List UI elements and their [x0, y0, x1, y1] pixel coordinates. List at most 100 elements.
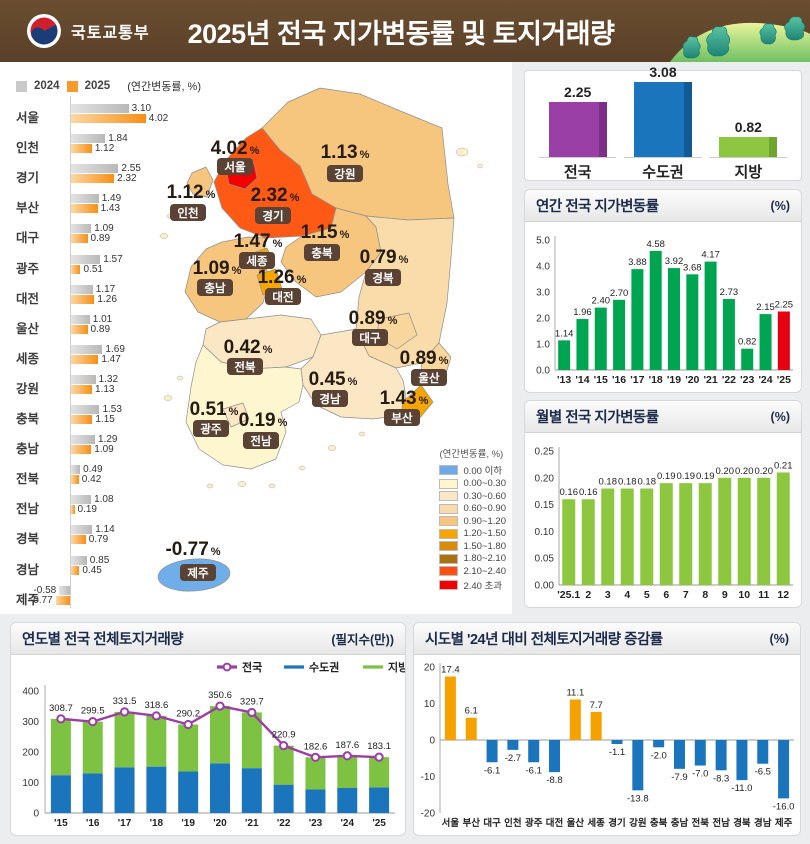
- map-value-경기: 2.32%: [251, 185, 300, 206]
- page-title: 2025년 전국 지가변동률 및 토지거래량: [187, 18, 615, 49]
- svg-text:5: 5: [644, 589, 650, 601]
- summary-label: 수도권: [642, 164, 684, 181]
- bar-'14: [576, 319, 589, 370]
- svg-text:광주: 광주: [200, 423, 222, 436]
- map-legend-item: 1.50~1.80: [439, 541, 506, 552]
- bar-대구: [486, 740, 498, 763]
- baseline: [539, 157, 617, 158]
- svg-text:경남: 경남: [754, 817, 772, 829]
- map-badge-대전: [265, 288, 301, 305]
- bar-'15: [594, 307, 607, 370]
- svg-text:인천: 인천: [504, 818, 521, 829]
- bar-서울: [444, 676, 456, 740]
- svg-text:3.68: 3.68: [683, 262, 702, 273]
- svg-text:187.6: 187.6: [335, 740, 359, 751]
- bar-강원: [632, 740, 644, 791]
- svg-text:'17: '17: [630, 374, 644, 386]
- value-bar: [71, 294, 95, 304]
- bar-value-label: 4.02: [148, 113, 169, 124]
- summary-col-수도권: 3.08 수도권: [620, 64, 705, 181]
- value-bar: [71, 164, 119, 174]
- map-badge-서울: [217, 158, 253, 175]
- bar-'16: [613, 299, 626, 370]
- summary-chart-card: 2.25 전국 3.08 수도권 0.82 지방: [524, 64, 802, 181]
- svg-text:'22: '22: [722, 374, 736, 386]
- value-bar: [71, 224, 92, 234]
- bar-value-label: 1.53: [102, 404, 122, 415]
- bar-'17: [631, 269, 644, 370]
- svg-text:-11.0: -11.0: [731, 783, 752, 794]
- svg-text:대구: 대구: [359, 331, 381, 345]
- bar-'19: [668, 268, 680, 370]
- island-dot: [455, 147, 469, 157]
- svg-text:전남: 전남: [712, 817, 730, 829]
- volume-panel: 연도별 전국 전체토지거래량 (필지수(만)) 0 100 200 300 400 '15…: [10, 622, 406, 836]
- baseline: [624, 157, 702, 158]
- svg-text:-8.3: -8.3: [713, 773, 729, 784]
- map-legend-label: 1.20~1.50: [463, 528, 506, 539]
- map-legend-item: 0.60~0.90: [439, 503, 506, 514]
- bar-value-label: -0.58: [33, 584, 57, 596]
- svg-text:1.96: 1.96: [573, 307, 592, 318]
- svg-text:2.40: 2.40: [592, 296, 611, 307]
- svg-text:'22: '22: [277, 818, 291, 829]
- svg-text:9: 9: [722, 589, 728, 601]
- svg-text:0.05: 0.05: [535, 554, 555, 565]
- summary-col-지방: 0.82 지방: [706, 81, 791, 181]
- bar-전남: [715, 740, 727, 771]
- volume-panel-title: 연도별 전국 전체토지거래량: [22, 632, 184, 648]
- region-label: 전북: [16, 472, 40, 487]
- bar-local-'20: [210, 706, 230, 764]
- bar-value-label: 1.29: [97, 434, 118, 446]
- summary-col-전국: 2.25 전국: [535, 81, 620, 181]
- bar-value-label: 0.79: [88, 534, 109, 546]
- volume-legend-전국: 전국: [242, 660, 262, 674]
- svg-text:4.58: 4.58: [646, 239, 665, 250]
- bar-local-'17: [114, 711, 135, 768]
- svg-text:충남: 충남: [671, 817, 689, 829]
- annual-change-panel: 연간 전국 지가변동률 (%) 0.0 1.0 2.0 3.0 4.0 5.0 1.14 '1…: [524, 189, 802, 393]
- sido-panel-title: 시도별 '24년 대비 전체토지거래량 증감률: [425, 632, 663, 648]
- volume-stacked-chart: 0 100 200 300 400 '15 '16 '17 '18 '19 '20 '21 '22 '23…: [22, 660, 405, 829]
- svg-text:대전: 대전: [272, 290, 293, 304]
- map-badge-광주: [193, 420, 229, 437]
- map-legend-swatch: [439, 580, 459, 590]
- svg-text:'15: '15: [54, 818, 68, 829]
- map-legend-item: 0.00~0.30: [439, 478, 506, 489]
- bar-capital-'20: [210, 763, 230, 813]
- svg-text:'17: '17: [118, 818, 132, 829]
- bar-'23: [741, 348, 754, 370]
- svg-text:'18: '18: [649, 374, 663, 386]
- svg-text:0: 0: [33, 809, 39, 820]
- value-bar: [71, 114, 146, 123]
- bar-local-'16: [82, 721, 103, 774]
- value-bar: [71, 324, 88, 334]
- svg-text:4.17: 4.17: [701, 250, 720, 261]
- bar-local-'23: [305, 757, 326, 790]
- map-badge-울산: [411, 369, 447, 386]
- map-legend-label: 2.40 초과: [463, 581, 503, 592]
- svg-text:12: 12: [777, 589, 789, 601]
- map-region-인천: [186, 166, 214, 198]
- svg-text:1.0: 1.0: [536, 340, 550, 351]
- bar-2: [581, 499, 595, 585]
- map-value-대전: 1.26%: [258, 267, 307, 288]
- svg-text:400: 400: [22, 687, 39, 698]
- bar-경기: [611, 740, 623, 745]
- svg-text:대구: 대구: [483, 817, 501, 829]
- bar-value-label: 1.49: [101, 193, 122, 205]
- bar-value-label: 1.17: [95, 283, 116, 295]
- monthly-bar-chart: 0.00 0.05 0.10 0.15 0.20 0.25 0.16 '25.1 0.16 2 0.…: [535, 447, 793, 601]
- map-legend-item: 1.20~1.50: [439, 528, 506, 539]
- value-bar: [71, 415, 93, 424]
- map-badge-제주: [180, 564, 216, 581]
- bar-'13: [558, 340, 571, 370]
- svg-text:경남: 경남: [319, 392, 341, 406]
- map-badge-충남: [197, 279, 233, 296]
- svg-text:강원: 강원: [629, 817, 646, 829]
- ministry-logo-icon: [27, 14, 61, 48]
- volume-legend-지방: 지방: [388, 660, 405, 674]
- bar-광주: [528, 740, 540, 763]
- korea-map-svg: 4.02 %서울 1.12 % 인천 2.32 % 경기 1.13 % 강원 1.15 % 충북 1.47%…: [157, 87, 483, 592]
- annual-panel-header: 연간 전국 지가변동률 (%): [525, 190, 801, 222]
